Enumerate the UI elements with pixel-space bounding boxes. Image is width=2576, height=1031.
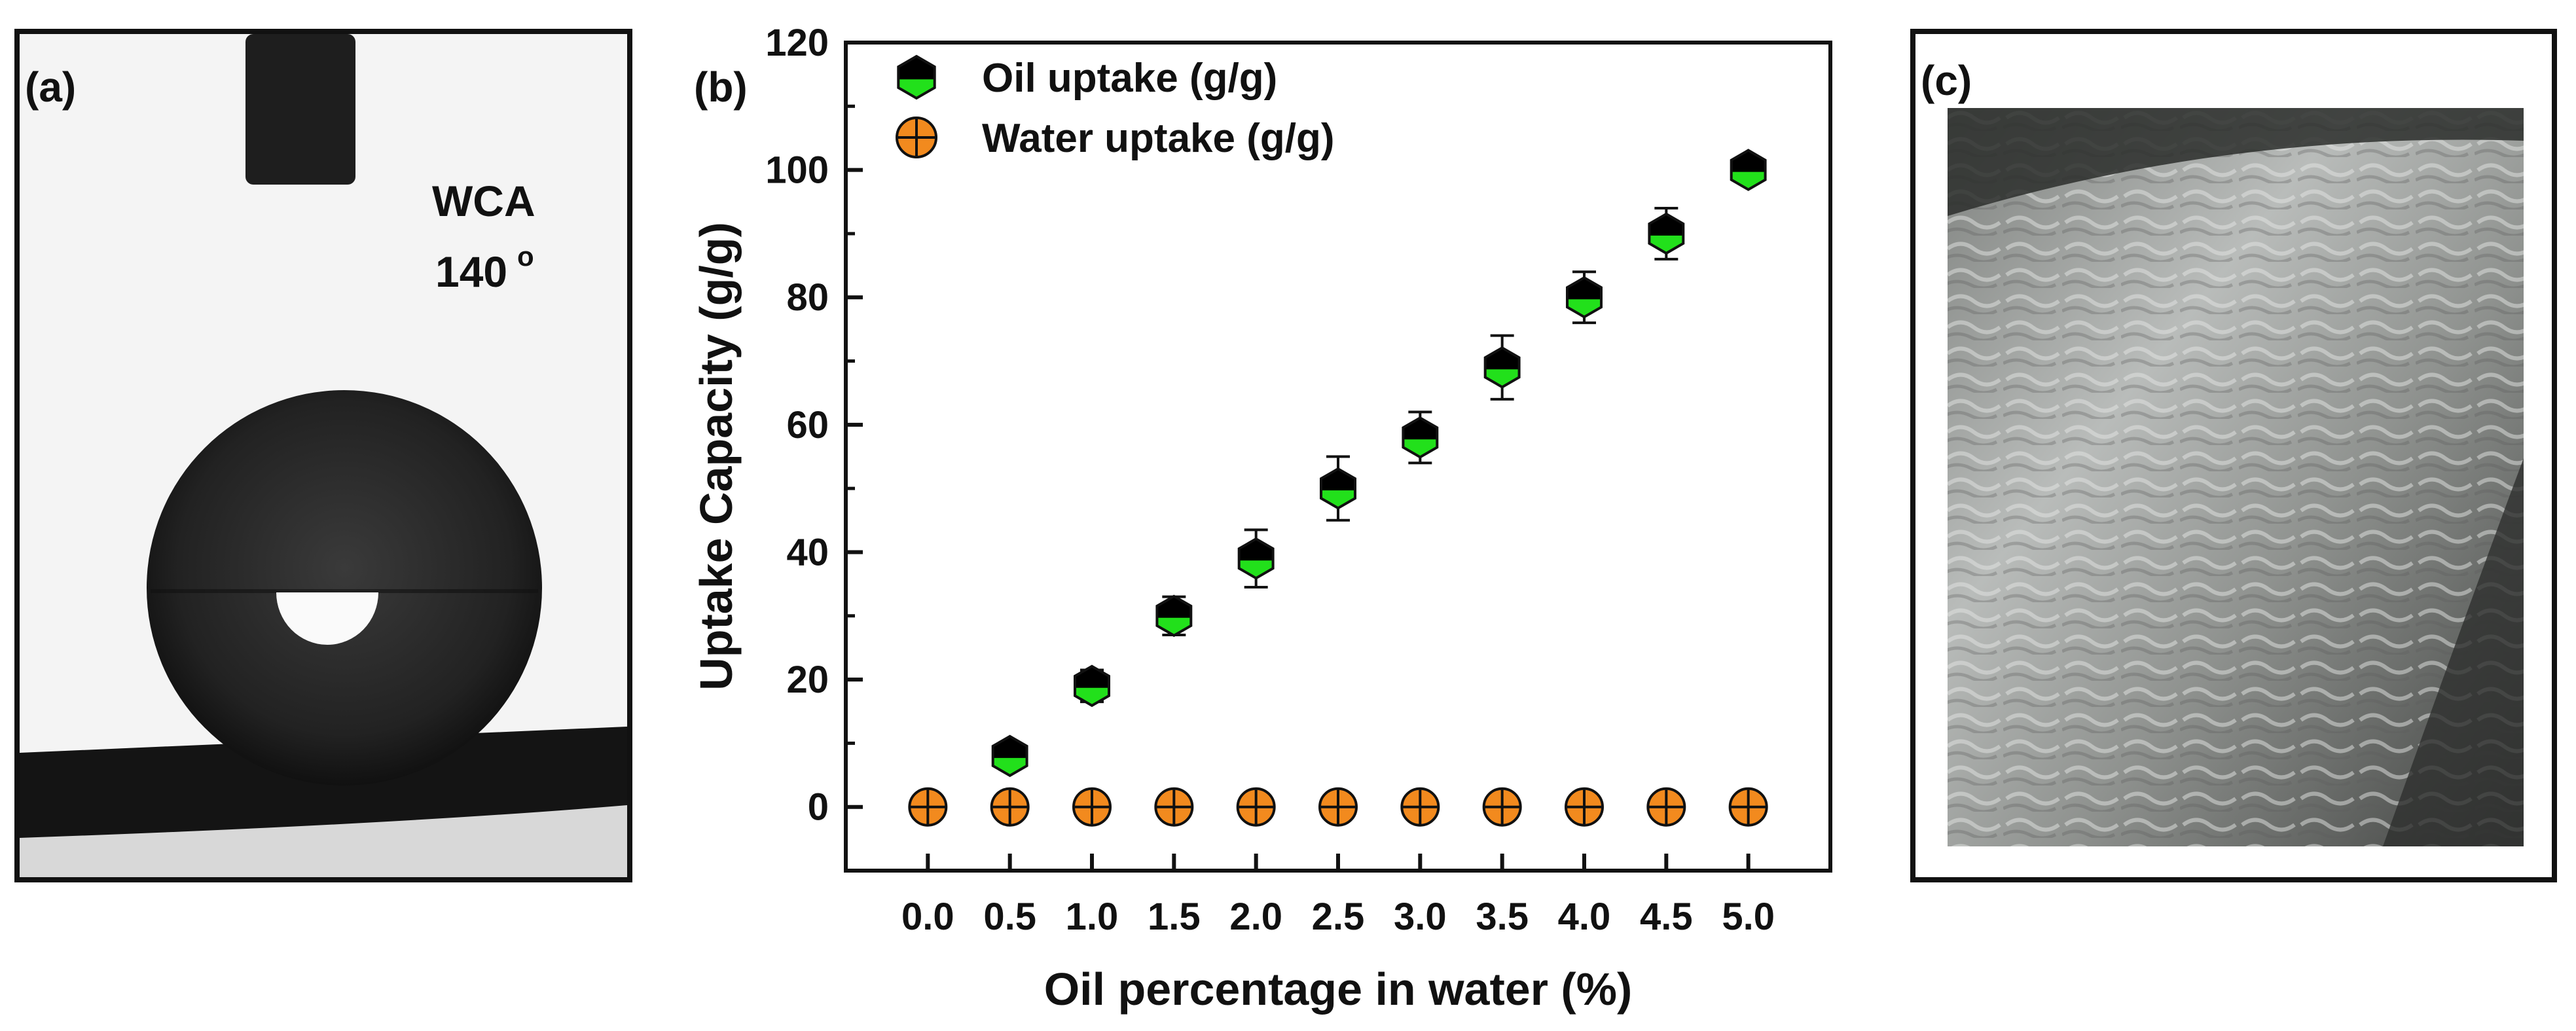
x-tick-label: 1.0	[1066, 895, 1119, 938]
y-axis-title: Uptake Capacity (g/g)	[691, 222, 742, 691]
water-uptake-point	[1646, 787, 1686, 827]
syringe-needle	[245, 34, 355, 185]
oil-uptake-point	[1237, 537, 1275, 580]
x-tick-label: 5.0	[1722, 895, 1775, 938]
panel-b: (b) 0 20 40 60 80 100 120 0.0 0.5 1.0 1.5 2.0 2.5 3.…	[691, 22, 1832, 1015]
y-tick-label: 80	[786, 276, 829, 319]
legend-label: Water uptake (g/g)	[982, 116, 1335, 161]
marker-outline	[1483, 346, 1521, 389]
y-tick-label: 60	[786, 404, 829, 446]
marker-top	[1239, 539, 1273, 561]
marker-top	[1157, 596, 1191, 618]
photo-dark-edge	[1948, 108, 2524, 216]
water-uptake-point	[1400, 787, 1440, 827]
water-uptake-point	[1236, 787, 1276, 827]
panel-a-label: (a)	[25, 63, 76, 111]
error-bars	[998, 156, 1760, 770]
marker-top	[1731, 150, 1766, 172]
marker-top	[1075, 666, 1109, 688]
panel-c: (c)	[1910, 29, 2557, 882]
x-tick-label: 2.5	[1312, 895, 1365, 938]
water-uptake-point	[990, 787, 1030, 827]
marker-outline	[1730, 149, 1767, 191]
y-tick-label: 100	[765, 149, 829, 192]
marker-outline	[897, 54, 936, 100]
water-uptake-point	[1318, 787, 1358, 827]
oil-uptake-point	[1402, 416, 1439, 459]
x-tick-label: 4.0	[1558, 895, 1611, 938]
oil-uptake-point	[991, 734, 1028, 778]
marker-top	[992, 736, 1027, 758]
droplet-baseline	[151, 589, 538, 593]
oil-uptake-point	[897, 54, 936, 100]
marker-outline	[1237, 537, 1275, 580]
droplet-highlight	[276, 592, 378, 645]
photo-shadow	[2383, 458, 2524, 846]
water-uptake-point	[1565, 787, 1604, 827]
x-tick-label: 1.5	[1148, 895, 1201, 938]
oil-uptake-point	[1648, 212, 1685, 255]
oil-uptake-point	[1320, 467, 1356, 510]
panel-b-label: (b)	[694, 63, 748, 111]
y-tick-label: 40	[786, 531, 829, 573]
marker-outline	[1566, 276, 1603, 319]
x-axis-title: Oil percentage in water (%)	[1044, 964, 1633, 1015]
legend-label: Oil uptake (g/g)	[982, 56, 1277, 101]
oil-uptake-point	[1566, 276, 1603, 319]
marker-top	[1649, 213, 1684, 236]
x-axis: 0.0 0.5 1.0 1.5 2.0 2.5 3.0 3.5 4.0 4.5 5.0	[901, 854, 1775, 938]
marker-outline	[1320, 467, 1356, 510]
x-tick-label: 0.0	[901, 895, 954, 938]
y-tick-label: 20	[786, 659, 829, 701]
wca-label: WCA	[432, 177, 535, 225]
panel-a: (a) WCA 140 o	[14, 29, 632, 882]
y-tick-label: 120	[765, 22, 829, 64]
y-tick-label: 0	[808, 786, 829, 829]
panel-c-label: (c)	[1921, 57, 1972, 104]
wca-degree: o	[517, 241, 534, 272]
marker-outline	[991, 734, 1028, 778]
marker-outline	[1648, 212, 1685, 255]
wca-value: 140	[435, 247, 507, 296]
x-tick-label: 3.0	[1394, 895, 1447, 938]
water-uptake-point	[1154, 787, 1194, 827]
water-uptake-point	[908, 787, 948, 827]
oil-uptake-point	[1730, 149, 1767, 191]
x-tick-label: 0.5	[983, 895, 1036, 938]
y-axis: 0 20 40 60 80 100 120	[765, 22, 863, 873]
marker-top	[1321, 469, 1355, 491]
x-tick-label: 4.5	[1640, 895, 1693, 938]
marker-outline	[1155, 594, 1193, 638]
water-uptake-point	[1482, 787, 1522, 827]
oil-uptake-point	[1074, 664, 1110, 708]
water-uptake-point	[1728, 787, 1768, 827]
water-uptake-point	[896, 117, 937, 158]
marker-top	[898, 56, 935, 80]
marker-top	[1567, 278, 1601, 300]
data-points	[908, 149, 1768, 827]
water-droplet	[147, 390, 542, 786]
x-tick-label: 2.0	[1229, 895, 1282, 938]
oil-uptake-point	[1155, 594, 1193, 638]
marker-outline	[1074, 664, 1110, 708]
x-tick-label: 3.5	[1476, 895, 1529, 938]
marker-top	[1403, 418, 1438, 440]
water-uptake-point	[1072, 787, 1112, 827]
oil-uptake-point	[1483, 346, 1521, 389]
marker-top	[1485, 348, 1519, 370]
marker-outline	[1402, 416, 1439, 459]
legend: Oil uptake (g/g) Water uptake (g/g)	[896, 54, 1335, 161]
